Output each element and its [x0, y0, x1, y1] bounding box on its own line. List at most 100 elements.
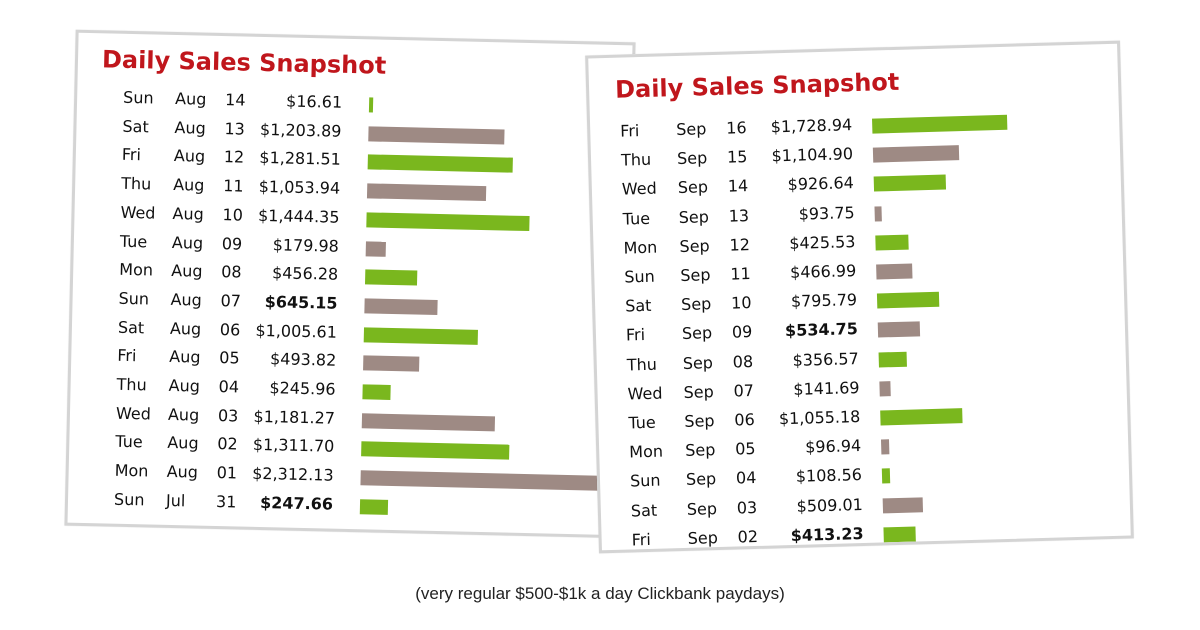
- date-label: 07: [733, 380, 755, 401]
- day-label: Sat: [624, 296, 652, 316]
- day-label: Thu: [121, 173, 152, 194]
- sales-bar: [880, 439, 889, 455]
- date-label: 08: [732, 351, 754, 372]
- date-label: 11: [222, 176, 244, 196]
- date-label: 11: [730, 264, 751, 284]
- month-label: Aug: [167, 433, 199, 453]
- month-label: Sep: [684, 440, 716, 461]
- month-label: Sep: [680, 265, 711, 285]
- day-label: Sat: [117, 317, 145, 337]
- date-label: 03: [736, 497, 758, 518]
- amount-label: $493.82: [269, 349, 337, 371]
- month-label: Aug: [174, 117, 206, 138]
- day-label: Wed: [621, 179, 658, 199]
- amount-label: $1,104.90: [771, 144, 854, 166]
- amount-label: $509.01: [796, 494, 864, 516]
- sales-bar: [368, 97, 374, 113]
- day-label: Thu: [116, 374, 147, 395]
- sales-bar: [364, 298, 438, 315]
- date-label: 13: [728, 205, 750, 226]
- date-label: 10: [730, 293, 752, 313]
- month-label: Sep: [682, 352, 714, 373]
- date-label: 03: [217, 405, 239, 426]
- sales-bar: [368, 126, 505, 145]
- sales-snapshot-card-september: Daily Sales Snapshot Fri Sep 16 $1,728.94 Th…: [585, 40, 1134, 554]
- amount-label: $1,203.89: [259, 119, 342, 141]
- amount-label: $247.66: [259, 492, 334, 514]
- date-label: 10: [222, 204, 244, 225]
- month-label: Aug: [171, 261, 203, 281]
- day-label: Sun: [629, 471, 661, 491]
- day-label: Sat: [122, 116, 149, 137]
- month-label: Sep: [685, 469, 717, 490]
- month-label: Aug: [169, 347, 201, 367]
- month-label: Sep: [675, 119, 707, 140]
- day-label: Fri: [625, 325, 646, 345]
- date-label: 09: [221, 233, 243, 254]
- sales-bar: [361, 412, 496, 432]
- day-label: Sun: [118, 288, 150, 309]
- month-label: Sep: [677, 177, 709, 198]
- date-label: 04: [218, 377, 240, 397]
- amount-label: $179.98: [272, 234, 340, 256]
- month-label: Sep: [687, 527, 719, 548]
- sales-bar: [363, 355, 420, 372]
- day-label: Wed: [120, 202, 156, 223]
- sales-bar: [880, 408, 963, 426]
- sales-bar: [360, 470, 622, 492]
- month-label: Aug: [169, 318, 202, 339]
- sales-bar: [876, 263, 913, 280]
- sales-bar: [362, 384, 391, 400]
- date-label: 12: [729, 234, 751, 255]
- date-label: 08: [221, 262, 242, 282]
- sales-bar: [876, 291, 940, 309]
- month-label: Sep: [679, 235, 710, 256]
- sales-bar: [879, 380, 891, 397]
- month-label: Aug: [172, 203, 205, 224]
- amount-label: $456.28: [271, 263, 339, 284]
- sales-bar: [359, 499, 389, 515]
- sales-bar: [366, 212, 530, 231]
- date-label: 02: [737, 526, 759, 547]
- amount-label: $795.79: [790, 290, 858, 312]
- amount-label: $93.75: [798, 202, 855, 224]
- date-label: 07: [220, 290, 242, 311]
- day-label: Fri: [121, 145, 142, 165]
- amount-label: $1,053.94: [258, 177, 341, 198]
- day-label: Sun: [113, 489, 145, 510]
- date-label: 09: [731, 322, 753, 342]
- month-label: Sep: [684, 411, 715, 431]
- amount-label: $16.61: [285, 91, 343, 112]
- day-label: Sun: [122, 87, 154, 108]
- day-label: Sun: [624, 266, 656, 287]
- amount-label: $534.75: [784, 319, 859, 341]
- day-label: Tue: [115, 432, 143, 452]
- sales-bar: [882, 496, 923, 514]
- amount-label: $96.94: [804, 436, 862, 457]
- sales-bar: [365, 240, 387, 257]
- amount-label: $1,311.70: [252, 435, 335, 457]
- sales-bar: [872, 114, 1008, 134]
- date-label: 06: [734, 409, 756, 430]
- amount-label: $645.15: [264, 291, 338, 313]
- date-label: 01: [216, 463, 238, 483]
- sales-snapshot-card-august: Daily Sales Snapshot Sun Aug 14 $16.61 Sat Au…: [64, 29, 636, 539]
- sales-bar: [877, 321, 920, 338]
- month-label: Aug: [170, 289, 203, 310]
- month-label: Aug: [166, 461, 199, 482]
- date-label: 02: [217, 434, 238, 454]
- month-label: Sep: [681, 323, 713, 344]
- amount-label: $108.56: [795, 465, 863, 487]
- month-label: Sep: [678, 206, 710, 227]
- amount-label: $1,728.94: [770, 115, 853, 137]
- amount-label: $1,055.18: [778, 407, 861, 429]
- sales-bar: [363, 326, 478, 345]
- amount-label: $141.69: [793, 377, 860, 399]
- sales-rows: Sun Aug 14 $16.61 Sat Aug 13 $1,203.89 Fri Aug 12 $…: [68, 33, 633, 535]
- date-label: 04: [735, 468, 757, 488]
- date-label: 13: [224, 118, 246, 139]
- sales-rows: Fri Sep 16 $1,728.94 Thu Sep 15 $1,104.90 Wed Sep…: [588, 44, 1131, 551]
- month-label: Sep: [680, 294, 712, 315]
- sales-bar: [361, 441, 510, 461]
- date-label: 14: [224, 90, 246, 110]
